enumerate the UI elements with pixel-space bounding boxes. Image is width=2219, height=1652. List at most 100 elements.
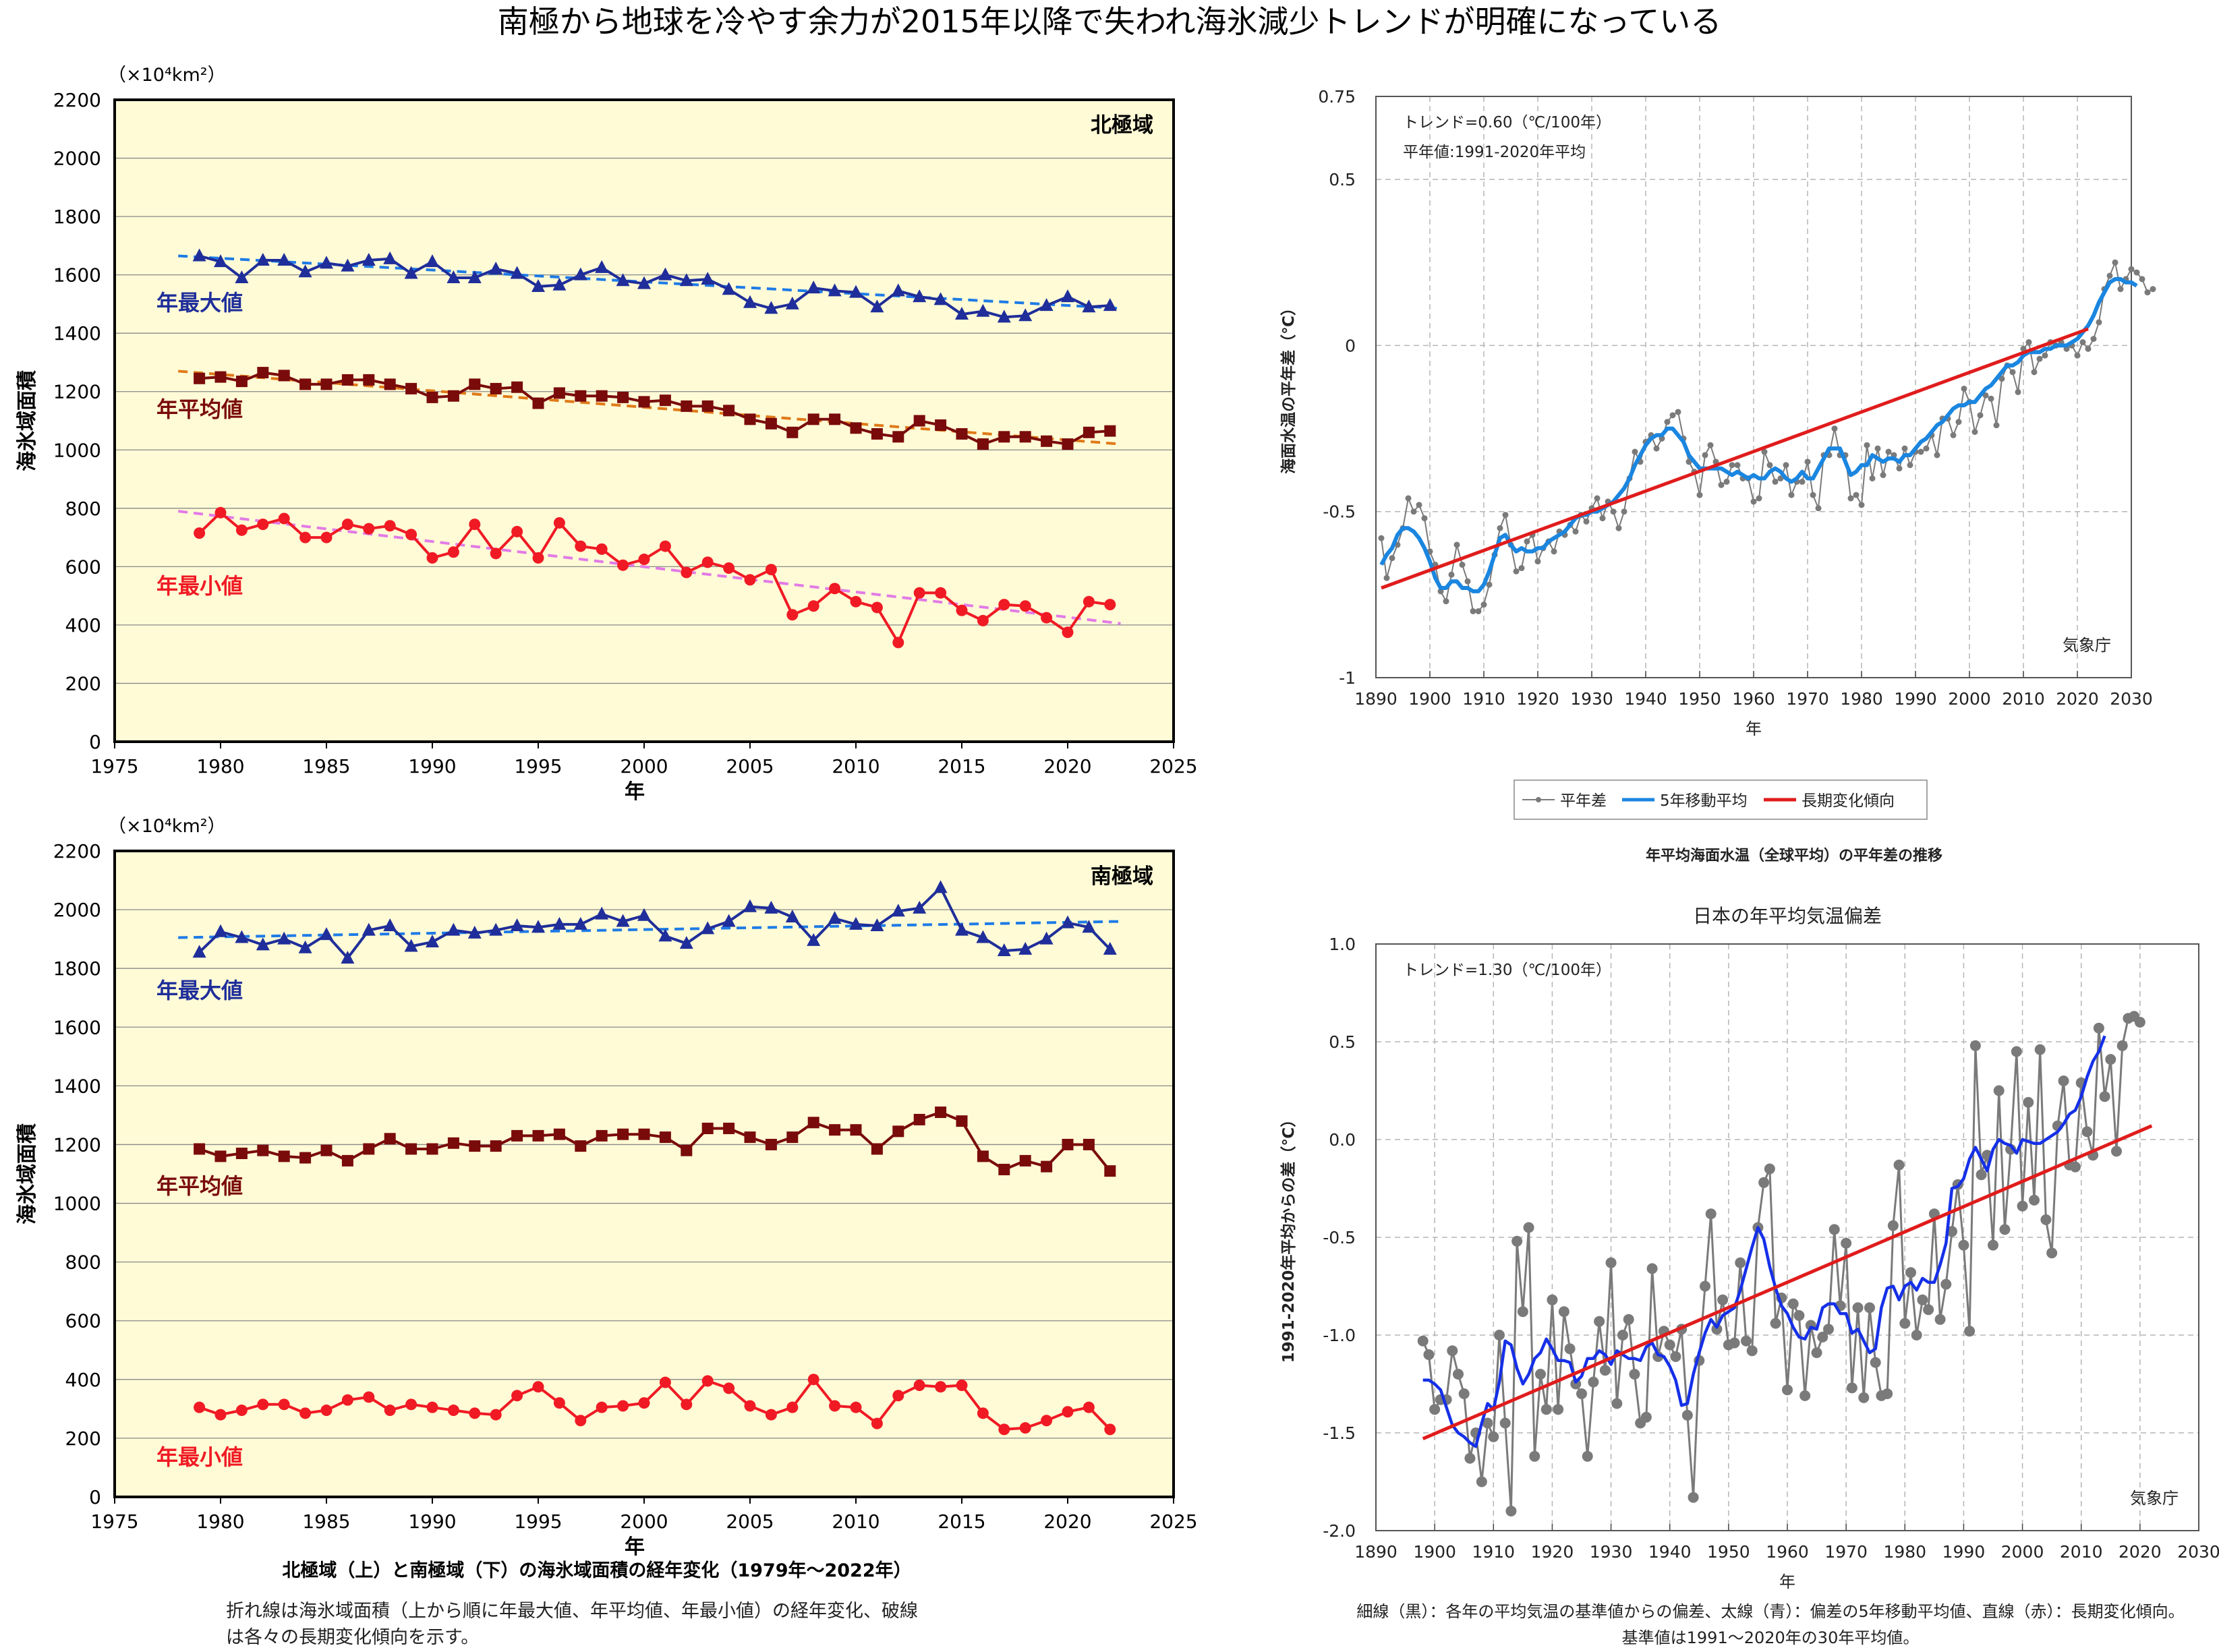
- mean-point: [1041, 435, 1053, 447]
- max-point: [722, 914, 736, 927]
- mean-point: [659, 394, 671, 407]
- mean-point: [320, 1144, 333, 1156]
- max-point: [955, 922, 969, 936]
- min-point: [1104, 599, 1116, 611]
- anomaly-point: [1723, 478, 1730, 485]
- y-tick-label: 1600: [53, 264, 101, 287]
- x-tick-label: 1950: [1707, 1542, 1750, 1562]
- plot-background: [115, 851, 1174, 1497]
- x-tick-label: 1910: [1462, 689, 1505, 709]
- min-point: [956, 1380, 968, 1392]
- anomaly-point: [1588, 1376, 1599, 1388]
- max-point: [1039, 931, 1054, 945]
- anomaly-point: [2074, 352, 2081, 359]
- region-label: 北極域: [1091, 113, 1153, 138]
- x-axis-title: 年: [625, 1535, 645, 1559]
- max-point: [446, 922, 461, 936]
- anomaly-point: [1453, 541, 1460, 548]
- y-tick-label: 2000: [53, 148, 101, 170]
- anomaly-point: [1617, 1330, 1628, 1340]
- max-point: [997, 309, 1011, 323]
- x-tick-label: 1930: [1590, 1542, 1633, 1562]
- x-tick-label: 2010: [832, 755, 880, 777]
- anomaly-point: [1702, 452, 1708, 459]
- y-axis-title: 海氷域面積: [16, 370, 39, 471]
- anomaly-point: [1828, 1224, 1840, 1235]
- anomaly-point: [1734, 462, 1741, 469]
- mean-point: [299, 378, 312, 390]
- x-tick-label: 1890: [1354, 689, 1397, 709]
- min-point: [341, 1394, 353, 1406]
- anomaly-point: [1475, 608, 1482, 614]
- anomaly-point: [1729, 1337, 1740, 1349]
- anomaly-point: [2009, 369, 2016, 376]
- plot-frame: [113, 850, 1175, 1498]
- max-point: [446, 270, 461, 283]
- mean-point: [998, 1163, 1010, 1175]
- min-point: [1019, 600, 1031, 612]
- min-point: [469, 519, 481, 531]
- anomaly-point: [1670, 1351, 1681, 1362]
- min-point: [596, 543, 608, 555]
- y-tick-label: 600: [65, 1310, 101, 1332]
- y-tick-label: 1200: [53, 381, 101, 403]
- anomaly-point: [1874, 445, 1881, 452]
- anomaly-point: [1429, 1404, 1441, 1415]
- anomaly-point: [1852, 1302, 1864, 1314]
- anomaly-point: [1955, 419, 1962, 425]
- max-point: [616, 273, 630, 287]
- y-tick-label: 1400: [53, 322, 101, 345]
- min-point: [998, 1423, 1010, 1436]
- anomaly-point: [1681, 1409, 1693, 1421]
- mean-point: [1083, 426, 1095, 438]
- anomaly-point: [1971, 428, 1978, 435]
- anomaly-point: [1766, 462, 1773, 469]
- mean-point: [935, 419, 947, 431]
- min-point: [892, 637, 904, 649]
- min-point: [1041, 1415, 1053, 1427]
- anomaly-point: [1880, 472, 1886, 479]
- mean-series-label: 年平均値: [156, 1173, 243, 1199]
- max-point: [595, 260, 609, 273]
- anomaly-point: [1623, 1314, 1634, 1325]
- mean-point: [596, 1129, 608, 1142]
- anomaly-point: [2117, 286, 2124, 293]
- sea-ice-note-line-1: 折れ線は海氷域面積（上から順に年最大値、年平均値、年最小値）の経年変化、破線: [226, 1601, 918, 1622]
- japan-temperature-anomaly-chart: 1890 1900 1910 1920 1930 1940 1950 1960 1970 1980…: [1279, 905, 2219, 1591]
- min-point: [575, 1415, 587, 1427]
- anomaly-point: [1717, 1294, 1729, 1305]
- anomaly-point: [1502, 512, 1509, 519]
- y-tick-label: 2000: [53, 899, 101, 921]
- y-tick-label: 1000: [53, 1193, 101, 1215]
- anomaly-point: [1870, 1357, 1881, 1368]
- anomaly-point: [1846, 1382, 1857, 1394]
- x-axis-title: 年: [1779, 1572, 1795, 1591]
- max-point: [362, 253, 376, 266]
- mean-point: [405, 382, 417, 394]
- unit-label: （×10⁴km²）: [108, 65, 226, 86]
- x-tick-label: 1980: [1840, 689, 1883, 709]
- y-tick-label: 1800: [53, 206, 101, 228]
- anomaly-point: [1998, 376, 2005, 382]
- anomaly-point: [1540, 1404, 1552, 1415]
- anomaly-point: [1988, 1239, 1998, 1251]
- anomaly-point: [1907, 462, 1913, 469]
- min-point: [807, 1374, 819, 1386]
- anomaly-point: [2011, 1046, 2022, 1057]
- min-point: [744, 1400, 756, 1412]
- max-point: [913, 289, 927, 303]
- max-point: [383, 251, 397, 264]
- plot-frame: [1375, 943, 2199, 1531]
- anomaly-point: [1969, 1040, 1981, 1051]
- min-point: [659, 1376, 671, 1388]
- x-tick-label: 1980: [196, 1510, 244, 1533]
- x-tick-label: 1980: [1883, 1542, 1926, 1562]
- mean-point: [638, 1128, 650, 1140]
- plot-background: [115, 100, 1174, 742]
- x-tick-label: 2015: [938, 755, 985, 777]
- anomaly-point: [1529, 1450, 1540, 1462]
- anomaly-point: [1482, 1417, 1493, 1429]
- max-point: [552, 916, 567, 930]
- anomaly-point: [2128, 266, 2135, 272]
